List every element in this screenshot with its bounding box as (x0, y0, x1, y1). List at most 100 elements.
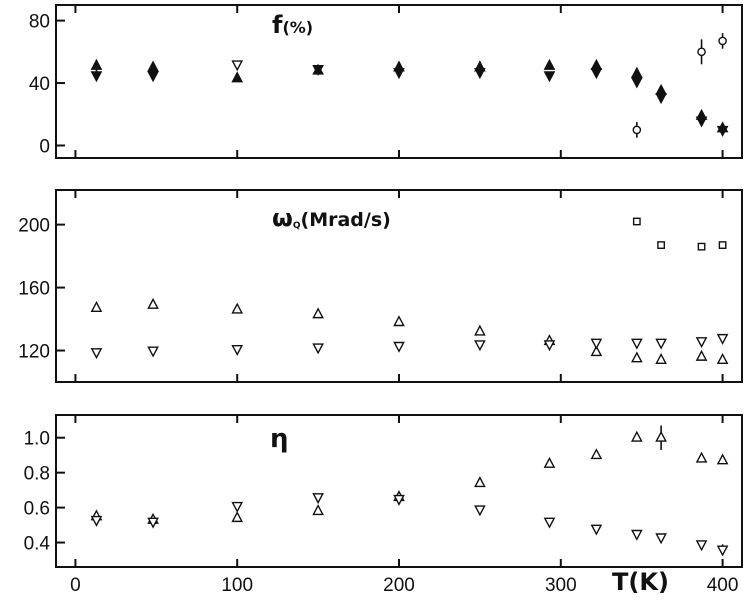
y-tick-label: 0 (39, 137, 50, 158)
x-tick-label: 100 (221, 575, 253, 596)
data-point-circle (718, 36, 727, 46)
data-point-triangle-up (90, 58, 103, 70)
data-point-square (697, 242, 706, 251)
data-point-circle (632, 125, 642, 135)
data-point-triangle-down (655, 338, 667, 350)
data-point-triangle-down (474, 68, 486, 80)
x-axis: T(K) 0 100 200 300 400 (70, 568, 738, 596)
y-tick-label: 80 (29, 12, 50, 33)
data-point-triangle-up (655, 83, 667, 95)
data-point-triangle-down (655, 93, 667, 105)
data-point-triangle-down (312, 65, 324, 77)
y-tick-label: 160 (18, 279, 50, 300)
data-point-triangle-up (543, 58, 556, 70)
data-point-triangle-down (474, 505, 486, 517)
x-axis-title: T(K) (612, 568, 669, 596)
data-point-triangle-down (393, 494, 405, 506)
panel-label-symbol: f (272, 11, 283, 39)
data-point-triangle-down (90, 71, 103, 83)
y-tick-label: 0.8 (24, 464, 50, 485)
data-point-triangle-up (590, 448, 603, 460)
panel-label: ωQ(Mrad/s) (272, 204, 391, 232)
panel-0: 0 40 80 f(%) (29, 4, 743, 159)
panels: 0 40 80 f(%) 120 160 200 ωQ(Mrad/s) 0.4 0.6 0.8 1.0… (18, 4, 743, 568)
panel-2: 0.4 0.6 0.8 1.0 η (24, 414, 743, 568)
data-point-triangle-down (590, 68, 603, 80)
data-point-triangle-down (695, 116, 708, 128)
data-point-triangle-up (147, 297, 159, 309)
panel-label: f(%) (272, 11, 313, 39)
data-point-triangle-up (474, 324, 486, 336)
data-point-triangle-up (231, 71, 244, 83)
panel-label-symbol: η (270, 424, 289, 454)
data-point-triangle-up (590, 58, 603, 70)
data-point-triangle-down (231, 344, 244, 356)
data-point-triangle-down (543, 71, 556, 83)
data-point-triangle-up (716, 453, 729, 465)
data-point-triangle-up (695, 349, 708, 361)
data-point-triangle-down (312, 493, 324, 505)
y-tick-label: 200 (18, 216, 50, 237)
data-point-square (718, 241, 727, 249)
data-point-triangle-down (312, 343, 324, 355)
panel-label-unit: (%) (282, 18, 313, 37)
data-point-triangle-up (312, 307, 324, 319)
data-point-square (632, 217, 641, 226)
data-point-triangle-down (90, 515, 103, 527)
data-point-triangle-down (630, 338, 643, 350)
data-point-triangle-down (147, 517, 159, 529)
data-point-triangle-up (630, 430, 643, 442)
data-point-triangle-down (716, 125, 729, 137)
data-point-triangle-down (655, 533, 667, 545)
data-point-triangle-down (630, 77, 643, 89)
data-point-square (657, 241, 666, 249)
panel-label-unit: (Mrad/s) (301, 209, 391, 231)
data-point-triangle-up (630, 66, 643, 78)
data-point-triangle-down (147, 71, 159, 83)
y-tick-label: 120 (18, 342, 50, 363)
data-point-triangle-down (90, 348, 103, 360)
y-tick-label: 0.4 (24, 534, 51, 555)
data-point-triangle-down (590, 524, 603, 536)
panel-label: η (270, 424, 289, 454)
data-point-triangle-up (90, 301, 103, 313)
data-point-triangle-up (655, 430, 667, 442)
data-point-triangle-down (231, 501, 244, 513)
y-tick-label: 40 (29, 74, 50, 95)
data-point-triangle-up (231, 511, 244, 523)
panel-1: 120 160 200 ωQ(Mrad/s) (18, 189, 743, 383)
data-point-triangle-down (231, 60, 244, 72)
data-point-triangle-down (716, 333, 729, 345)
data-point-triangle-down (543, 517, 556, 529)
data-point-triangle-up (393, 315, 405, 327)
data-point-triangle-down (474, 340, 486, 352)
panel-label-subscript: Q (293, 221, 301, 231)
data-point-triangle-up (474, 476, 486, 488)
data-point-triangle-down (590, 338, 603, 350)
data-point-triangle-up (630, 351, 643, 363)
y-tick-label: 0.6 (24, 499, 50, 520)
panel-label-symbol: ω (272, 204, 293, 232)
x-tick-label: 200 (383, 575, 415, 596)
data-point-triangle-down (393, 68, 405, 80)
y-tick-label: 1.0 (24, 429, 50, 450)
data-point-triangle-up (543, 456, 556, 468)
data-point-triangle-down (716, 545, 729, 557)
data-point-triangle-down (147, 346, 159, 358)
data-point-triangle-up (590, 345, 603, 357)
data-point-triangle-down (543, 340, 556, 352)
x-tick-label: 300 (545, 575, 577, 596)
data-point-triangle-down (393, 341, 405, 353)
x-tick-label: 0 (70, 575, 81, 596)
x-tick-label: 400 (707, 575, 739, 596)
data-point-triangle-up (695, 451, 708, 463)
data-point-triangle-up (231, 302, 244, 314)
data-point-circle (697, 47, 706, 57)
data-point-triangle-down (695, 337, 708, 349)
data-point-triangle-down (695, 540, 708, 552)
data-point-triangle-up (716, 352, 729, 364)
data-point-triangle-down (630, 529, 643, 541)
data-point-triangle-up (147, 60, 159, 72)
data-point-triangle-up (655, 352, 667, 364)
